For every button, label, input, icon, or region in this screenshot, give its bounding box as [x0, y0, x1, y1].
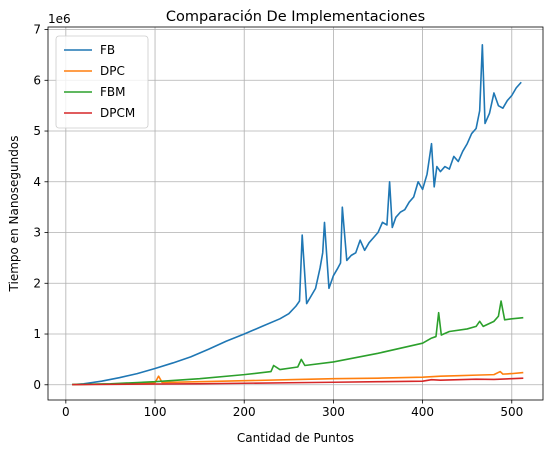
y-tick-label: 7	[33, 23, 41, 37]
series-line-fb	[72, 43, 522, 386]
legend-label-fb: FB	[100, 43, 115, 57]
x-tick-label: 200	[233, 405, 256, 419]
y-axis-label: Tiempo en Nanosegundos	[7, 136, 21, 293]
grid	[48, 27, 543, 400]
plot-frame	[47, 26, 544, 401]
x-tick-label: 300	[322, 405, 345, 419]
x-tick-label: 500	[500, 405, 523, 419]
x-tick-label: 100	[144, 405, 167, 419]
series-lines	[72, 43, 524, 386]
chart-title: Comparación De Implementaciones	[166, 9, 425, 25]
y-axis-offset-label: 1e6	[48, 12, 71, 26]
y-tick-label: 1	[33, 327, 41, 341]
x-axis-label: Cantidad de Puntos	[237, 431, 354, 445]
y-tick-label: 6	[33, 73, 41, 87]
legend-box	[55, 35, 149, 129]
series-line-dpc	[72, 370, 524, 386]
legend: FB DPC FBM DPCM	[55, 35, 149, 129]
y-tick-label: 3	[33, 226, 41, 240]
series-line-dpcm	[72, 377, 524, 386]
y-tick-label: 2	[33, 276, 41, 290]
legend-label-dpc: DPC	[100, 64, 125, 78]
legend-label-fbm: FBM	[100, 85, 126, 99]
x-tick-label: 0	[62, 405, 70, 419]
y-tick-label: 4	[33, 175, 41, 189]
x-tick-label: 400	[411, 405, 434, 419]
y-tick-label: 5	[33, 124, 41, 138]
y-tick-label: 0	[33, 378, 41, 392]
series-line-fbm	[72, 300, 524, 386]
axis-ticks: 0 100 200 300 400 500 0 1 2 3 4 5 6 7	[33, 23, 523, 419]
legend-label-dpcm: DPCM	[100, 106, 135, 120]
